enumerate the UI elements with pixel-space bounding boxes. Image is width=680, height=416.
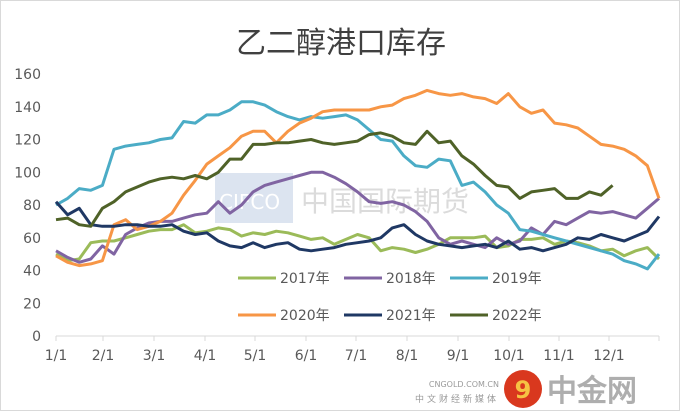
y-tick-label: 100 <box>14 165 41 181</box>
y-tick-label: 60 <box>23 231 41 247</box>
legend-item: 2017年 <box>238 271 330 287</box>
svg-text:CNGOLD.COM.CN: CNGOLD.COM.CN <box>429 380 499 389</box>
legend-label: 2022年 <box>492 308 542 324</box>
x-tick-label: 6/1 <box>295 348 318 364</box>
x-tick-label: 4/1 <box>194 348 217 364</box>
series-lines <box>54 88 661 271</box>
legend-label: 2020年 <box>280 308 330 324</box>
legend-item: 2020年 <box>238 308 330 324</box>
legend-label: 2018年 <box>386 271 436 287</box>
svg-text:中金网: 中金网 <box>547 374 637 409</box>
y-tick-label: 120 <box>14 133 41 149</box>
y-tick-label: 140 <box>14 100 41 116</box>
legend-label: 2019年 <box>492 271 542 287</box>
cngold-watermark: 9 中金网 CNGOLD.COM.CN 中文财经新媒体 <box>415 370 637 409</box>
x-tick-label: 9/1 <box>447 348 470 364</box>
chart-title: 乙二醇港口库存 <box>236 26 446 61</box>
y-tick-label: 160 <box>14 67 41 83</box>
x-tick-label: 7/1 <box>345 348 368 364</box>
legend-item: 2022年 <box>450 308 542 324</box>
y-axis: 0 20 40 60 80 100 120 140 160 <box>14 67 41 345</box>
x-tick-label: 10/1 <box>493 348 524 364</box>
legend: 2017年 2018年 2019年 2020年 2021年 2022年 <box>238 271 542 324</box>
x-axis: 1/1 2/1 3/1 4/1 5/1 6/1 7/1 8/1 9/1 10/1 11/1 12/1 <box>45 335 660 364</box>
y-tick-label: 40 <box>23 264 41 280</box>
legend-item: 2018年 <box>344 271 436 287</box>
y-tick-label: 80 <box>23 198 41 214</box>
series-line-2019 <box>55 100 661 271</box>
legend-label: 2017年 <box>280 271 330 287</box>
x-tick-label: 8/1 <box>396 348 419 364</box>
x-tick-label: 3/1 <box>143 348 166 364</box>
y-tick-label: 0 <box>32 329 41 345</box>
y-tick-label: 20 <box>23 296 41 312</box>
x-tick-label: 2/1 <box>92 348 115 364</box>
series-line-2017 <box>55 223 661 263</box>
svg-text:9: 9 <box>515 376 532 404</box>
svg-text:中文财经新媒体: 中文财经新媒体 <box>415 393 499 405</box>
series-line-2021 <box>54 200 661 253</box>
series-line-2022 <box>55 129 614 228</box>
series-line-2020 <box>55 88 661 268</box>
x-tick-label: 1/1 <box>45 348 68 364</box>
x-tick-label: 11/1 <box>543 348 574 364</box>
legend-item: 2019年 <box>450 271 542 287</box>
x-tick-label: 12/1 <box>593 348 624 364</box>
x-tick-label: 5/1 <box>244 348 267 364</box>
legend-label: 2021年 <box>386 308 436 324</box>
legend-item: 2021年 <box>344 308 436 324</box>
